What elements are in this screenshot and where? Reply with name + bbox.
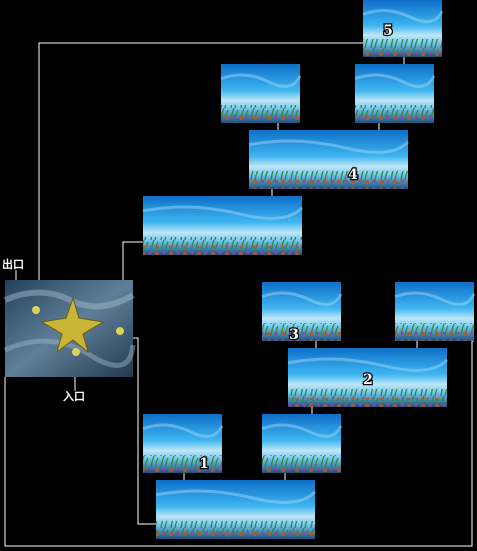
room-4-lower [142, 196, 304, 255]
entrance-label: 入口 [63, 390, 85, 403]
room-5-right [354, 64, 436, 123]
room-1-right [261, 414, 343, 473]
room-3 [261, 282, 343, 341]
room-number-3: 3 [289, 327, 299, 343]
starfish-icon [32, 296, 124, 356]
room-number-1: 1 [199, 456, 209, 472]
room-4 [248, 130, 410, 189]
room-1-lower [155, 480, 317, 539]
room-5-top [362, 0, 444, 57]
room-number-5: 5 [383, 23, 393, 39]
room-2 [287, 348, 449, 407]
entrance-hub-room [3, 280, 136, 377]
room-1-left [142, 414, 224, 473]
exit-label: 出口 [2, 257, 24, 271]
room-number-4: 4 [348, 167, 358, 183]
room-number-2: 2 [363, 372, 373, 388]
room-2-right [394, 282, 476, 341]
room-5-left [220, 64, 302, 123]
